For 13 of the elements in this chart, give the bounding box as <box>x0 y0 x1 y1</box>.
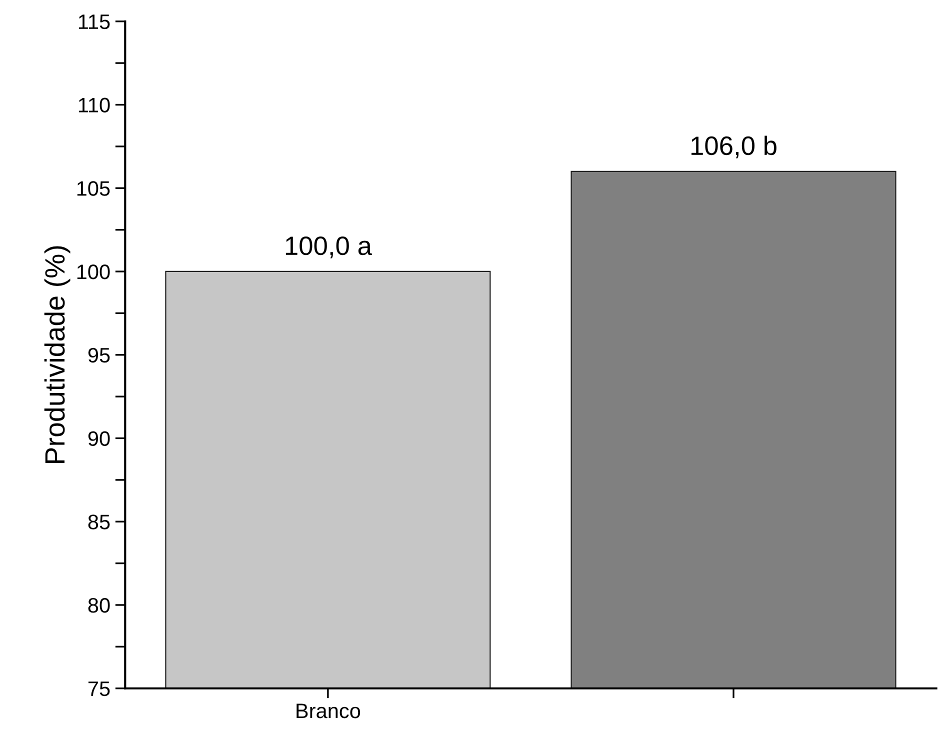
y-tick-label: 80 <box>88 598 110 613</box>
y-tick-label: 100 <box>77 264 110 280</box>
y-axis-title: Produtividade (%) <box>44 246 70 463</box>
y-tick-label: 85 <box>88 514 110 530</box>
y-tick-label: 110 <box>78 98 110 112</box>
data-label: 106,0 b <box>692 136 776 158</box>
y-tick-label: 90 <box>88 431 110 446</box>
y-tick-label: 95 <box>88 348 110 363</box>
y-tick-label: 105 <box>77 181 110 196</box>
y-tick-label: 75 <box>88 682 110 696</box>
y-tick-label: 115 <box>78 14 110 30</box>
data-label: 100,0 a <box>286 236 372 258</box>
x-tick-label: Branco <box>296 704 360 718</box>
